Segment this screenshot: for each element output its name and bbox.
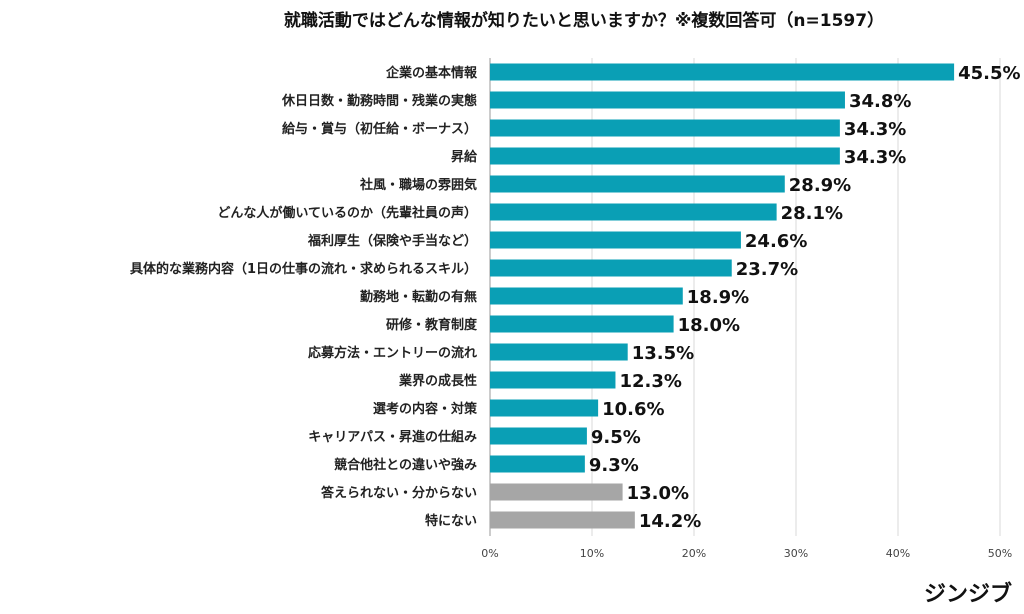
data-label: 34.8% [849,91,911,112]
category-label: 福利厚生（保険や手当など） [307,233,477,249]
bar [490,119,840,137]
bar [490,371,616,389]
x-tick-label: 50% [988,547,1012,560]
bars [490,63,955,529]
category-label: 昇給 [451,149,478,165]
bar [490,315,674,333]
category-label: 社風・職場の雰囲気 [359,177,477,193]
bar [490,287,683,305]
bar [490,231,741,249]
data-label: 9.5% [591,427,641,448]
category-label: 競合他社との違いや強み [334,457,477,473]
bar [490,91,845,109]
x-tick-label: 40% [886,547,910,560]
data-label: 13.5% [632,343,694,364]
data-label: 34.3% [844,119,906,140]
data-label: 12.3% [619,371,681,392]
bar [490,399,599,417]
bar [490,259,732,277]
category-label: 休日日数・勤務時間・残業の実態 [281,93,477,109]
x-axis-ticks: 0% 10% 20% 30% 40% 50% [481,547,1012,560]
category-label: 勤務地・転勤の有無 [360,289,477,305]
data-label: 18.9% [687,287,749,308]
category-label: 特にない [425,513,477,529]
category-label: 応募方法・エントリーの流れ [308,345,477,361]
category-label: 企業の基本情報 [385,65,478,81]
category-label: 業界の成長性 [398,373,477,389]
bar [490,455,585,473]
bar [490,175,785,193]
data-label: 24.6% [745,231,807,252]
category-label: 給与・賞与（初任給・ボーナス） [282,121,477,137]
category-label: 具体的な業務内容（1日の仕事の流れ・求められるスキル） [130,261,477,277]
data-label: 45.5% [958,63,1020,84]
category-label: キャリアパス・昇進の仕組み [308,429,477,445]
bar [490,63,955,81]
data-label: 34.3% [844,147,906,168]
bar [490,203,777,221]
data-label: 13.0% [627,483,689,504]
data-label: 23.7% [736,259,798,280]
category-label: 選考の内容・対策 [373,401,478,417]
x-tick-label: 0% [481,547,498,560]
value-labels: 45.5% 34.8% 34.3% 34.3% 28.9% 28.1% 24.6% 23.7%… [589,63,1021,532]
bar [490,147,840,165]
bar [490,511,635,529]
chart-title: 就職活動ではどんな情報が知りたいと思いますか？※複数回答可（n=1597） [284,10,884,31]
bar [490,343,628,361]
x-tick-label: 20% [682,547,706,560]
category-label: 研修・教育制度 [386,317,478,333]
bar [490,427,587,445]
category-label: どんな人が働いているのか（先輩社員の声） [217,205,477,221]
bar [490,483,623,501]
data-label: 10.6% [602,399,664,420]
x-tick-label: 30% [784,547,808,560]
data-label: 14.2% [639,511,701,532]
data-label: 18.0% [678,315,740,336]
brand-logo: ジンジブ [924,581,1012,607]
category-label: 答えられない・分からない [321,485,477,501]
data-label: 28.9% [789,175,851,196]
x-tick-label: 10% [580,547,604,560]
data-label: 9.3% [589,455,639,476]
data-label: 28.1% [781,203,843,224]
